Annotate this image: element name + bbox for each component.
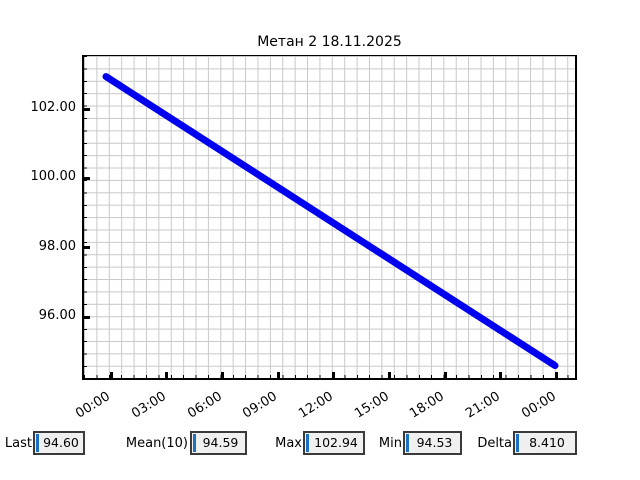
x-axis-tick-label: 00:00: [518, 389, 559, 422]
stat-value: 102.94: [314, 435, 358, 450]
series-line-path: [102, 73, 559, 370]
y-major-tick: [84, 246, 90, 250]
stat-label-delta: Delta: [477, 436, 512, 451]
stat-value-box-mean10[interactable]: 94.59: [190, 431, 247, 455]
x-minor-ticks: [84, 375, 575, 378]
y-axis-tick-label: 98.00: [38, 238, 76, 254]
stat-value-box-max[interactable]: 102.94: [303, 431, 365, 455]
y-axis-tick-label: 100.00: [30, 169, 77, 185]
stat-value-box-min[interactable]: 94.53: [403, 431, 462, 455]
x-axis-tick-label: 03:00: [129, 389, 169, 422]
x-major-tick: [555, 372, 559, 378]
x-major-tick: [443, 372, 447, 378]
x-axis-tick-label: 06:00: [184, 389, 225, 422]
y-axis-tick-label: 102.00: [30, 100, 77, 116]
text-cursor-bar: [36, 434, 39, 452]
x-axis-tick-label: 18:00: [407, 389, 448, 422]
text-cursor-bar: [193, 434, 196, 452]
stat-value-box-delta[interactable]: 8.410: [513, 431, 577, 455]
y-major-tick: [84, 176, 90, 180]
x-axis-tick-label: 00:00: [73, 389, 114, 422]
plot-area: [82, 55, 577, 380]
x-major-tick: [276, 372, 280, 378]
x-axis-tick-label: 21:00: [463, 389, 503, 422]
chart-title: Метан 2 18.11.2025: [257, 34, 402, 50]
series-line: [102, 73, 559, 370]
stat-label-min: Min: [378, 436, 402, 451]
stat-label-mean10: Mean(10): [125, 436, 188, 451]
stat-value: 94.59: [202, 435, 239, 450]
stat-label-max: Max: [275, 436, 302, 451]
x-major-tick: [332, 372, 336, 378]
x-axis-tick-label: 12:00: [296, 389, 336, 422]
text-cursor-bar: [406, 434, 409, 452]
y-minor-ticks: [84, 56, 87, 378]
stat-value: 94.60: [43, 435, 79, 450]
stat-label-last: Last: [4, 436, 32, 451]
x-major-tick: [165, 372, 169, 378]
x-major-tick: [499, 372, 503, 378]
x-major-tick: [109, 372, 113, 378]
y-axis-tick-label: 96.00: [38, 308, 76, 324]
y-major-tick: [84, 315, 90, 319]
text-cursor-bar: [306, 434, 309, 452]
stat-value: 94.53: [416, 435, 453, 450]
x-axis-tick-label: 09:00: [240, 389, 281, 422]
x-major-tick: [221, 372, 225, 378]
x-major-tick: [388, 372, 392, 378]
stat-value: 8.410: [529, 435, 565, 450]
y-major-tick: [84, 107, 90, 111]
text-cursor-bar: [516, 434, 519, 452]
x-axis-tick-label: 15:00: [351, 389, 392, 422]
stat-value-box-last[interactable]: 94.60: [33, 431, 85, 455]
